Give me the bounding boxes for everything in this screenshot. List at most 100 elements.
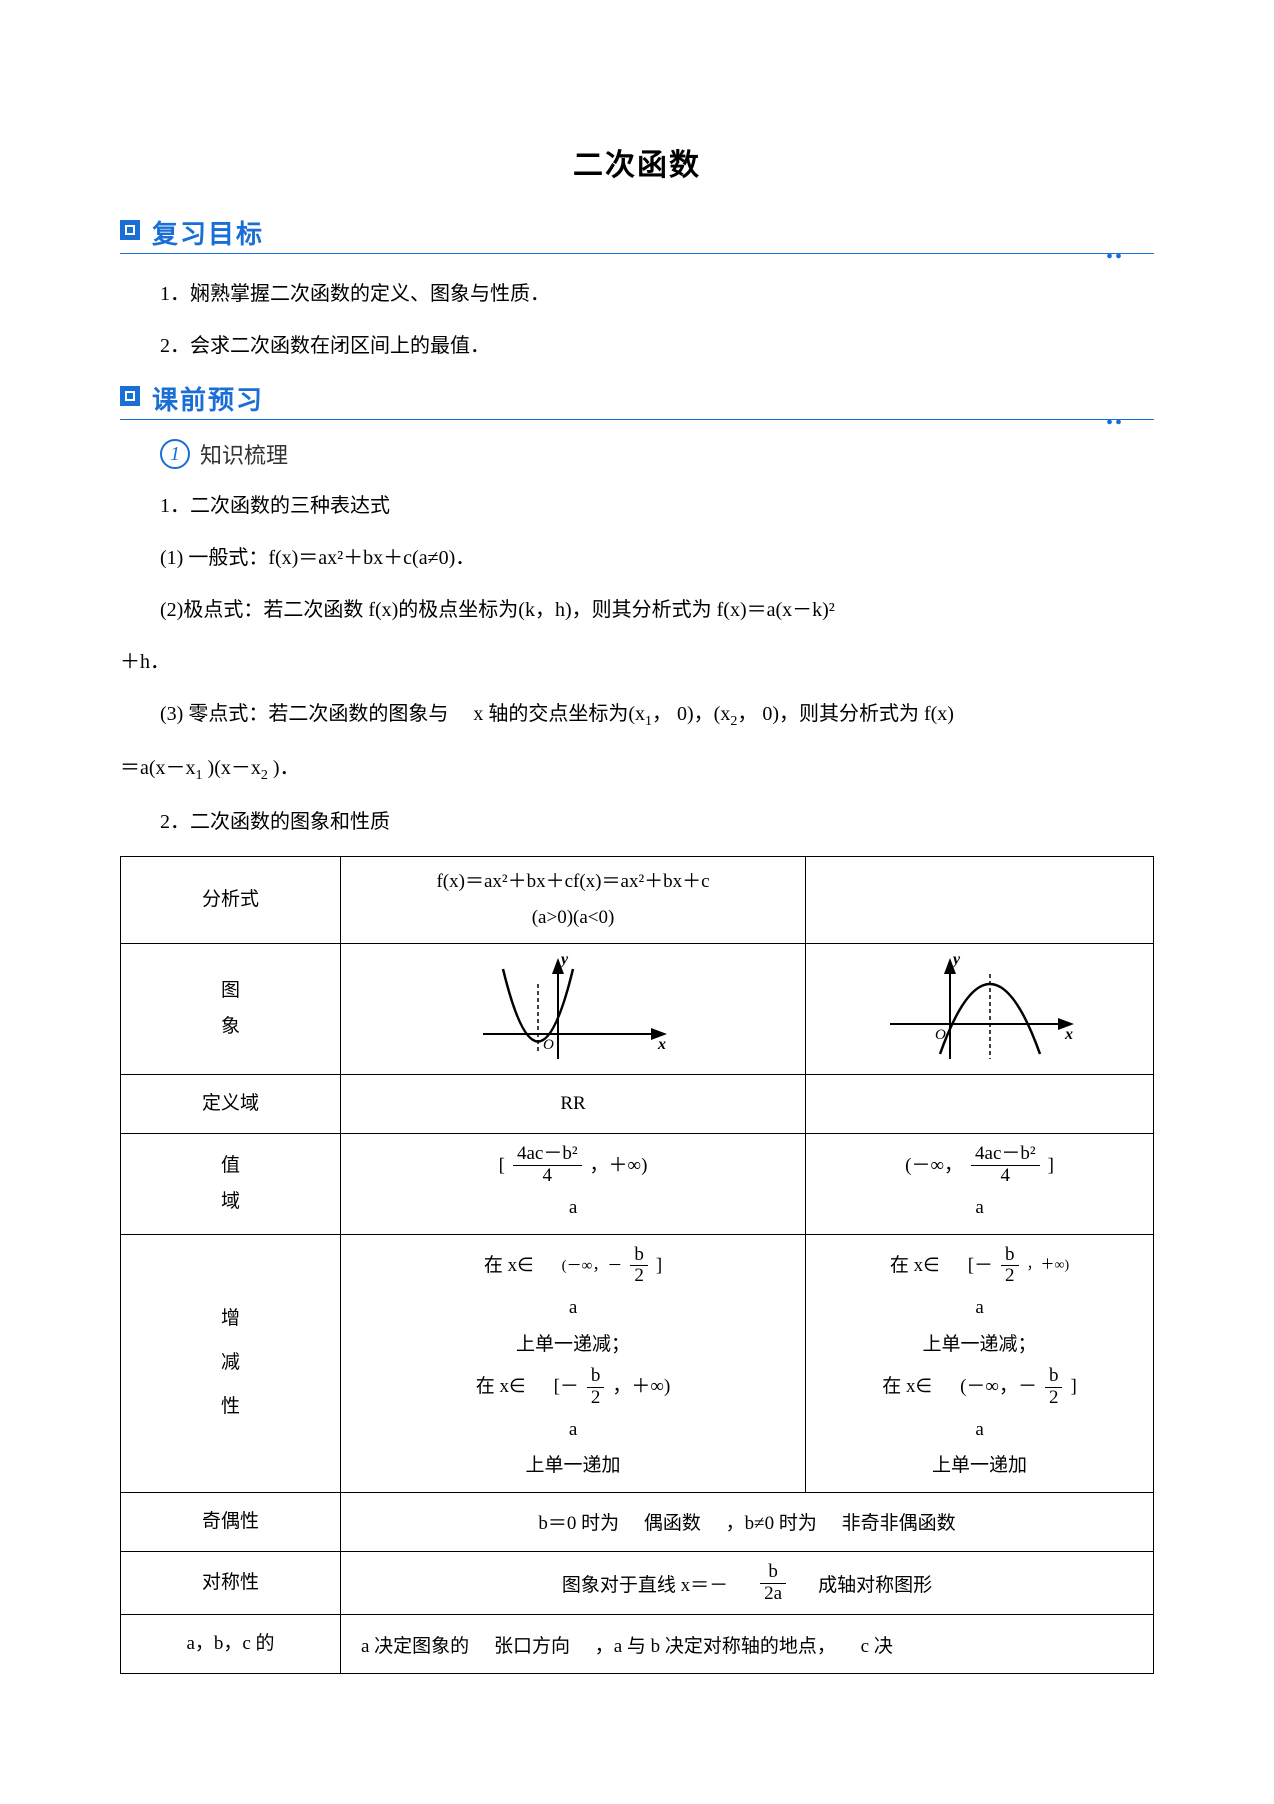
t: a 决定图象的 bbox=[361, 1636, 469, 1657]
t: b bbox=[630, 1245, 648, 1267]
form-general: (1) 一般式：f(x)＝ax²＋bx＋c(a≠0)． bbox=[160, 536, 1154, 580]
t: 图象对于直线 x＝－ bbox=[562, 1570, 728, 1597]
t: c 决 bbox=[861, 1636, 893, 1657]
t: )． bbox=[273, 757, 300, 779]
t: 减 bbox=[221, 1348, 240, 1378]
svg-text:x: x bbox=[657, 1036, 666, 1053]
t: ] bbox=[1070, 1372, 1076, 1402]
page: 二次函数 复习目标 •• 1．娴熟掌握二次函数的定义、图象与性质． 2．会求二次… bbox=[0, 0, 1274, 1734]
parabola-up-icon: y x O bbox=[473, 954, 673, 1064]
t: 性 bbox=[221, 1392, 240, 1422]
cell-symmetry: 图象对于直线 x＝－ b2a 成轴对称图形 bbox=[341, 1551, 1154, 1615]
t: (－∞，－ bbox=[562, 1254, 623, 1278]
row-label: 分析式 bbox=[121, 856, 341, 944]
t: ] bbox=[1048, 1151, 1054, 1181]
t: 张口方向 bbox=[494, 1636, 570, 1657]
row-label: a，b，c 的 bbox=[121, 1615, 341, 1674]
svg-text:y: y bbox=[951, 954, 961, 968]
row-label: 定义域 bbox=[121, 1075, 341, 1134]
t: ，＋∞) bbox=[1027, 1255, 1070, 1277]
t: ＝a(x－x bbox=[120, 757, 196, 779]
t: 4 bbox=[513, 1166, 582, 1187]
goal-1: 1．娴熟掌握二次函数的定义、图象与性质． bbox=[160, 272, 1154, 316]
t: 2 bbox=[630, 1266, 648, 1287]
subheading-knowledge: 1 知识梳理 bbox=[160, 438, 1154, 470]
row-label: 图 象 bbox=[121, 944, 341, 1075]
t: 上单一递减； bbox=[516, 1330, 630, 1360]
t: x 轴的交点坐标为(x bbox=[473, 703, 645, 725]
t: a bbox=[569, 1293, 577, 1323]
t: ，b≠0 时为 bbox=[726, 1513, 817, 1534]
t: (－∞， bbox=[905, 1151, 963, 1181]
t: 象 bbox=[221, 1012, 240, 1042]
table-row: 对称性 图象对于直线 x＝－ b2a 成轴对称图形 bbox=[121, 1551, 1154, 1615]
header-square-icon bbox=[120, 220, 140, 240]
t: 在 x∈ bbox=[476, 1372, 526, 1402]
t: b bbox=[1045, 1366, 1063, 1388]
t: b bbox=[587, 1366, 605, 1388]
section-header-preview: 课前预习 •• bbox=[120, 380, 1154, 420]
t: 2 bbox=[1045, 1388, 1063, 1409]
t: f(x)＝ax²＋bx＋cf(x)＝ax²＋bx＋c bbox=[436, 867, 709, 897]
properties-table: 分析式 f(x)＝ax²＋bx＋cf(x)＝ax²＋bx＋c (a>0)(a<0… bbox=[120, 856, 1154, 1675]
section-label: 复习目标 bbox=[152, 214, 264, 251]
t: a bbox=[975, 1415, 983, 1445]
header-square-icon bbox=[120, 386, 140, 406]
cell-graph-down: y x O bbox=[806, 944, 1154, 1075]
t: [ bbox=[499, 1151, 505, 1181]
t: [－ bbox=[968, 1251, 993, 1281]
table-row: 值 域 [ 4ac－b²4 ，＋∞) a (－∞， bbox=[121, 1134, 1154, 1234]
t: 4 bbox=[971, 1166, 1040, 1187]
cell-domain-down bbox=[806, 1075, 1154, 1134]
t: (a>0)(a<0) bbox=[532, 903, 615, 933]
form-vertex-a: (2)极点式：若二次函数 f(x)的极点坐标为(k，h)，则其分析式为 f(x)… bbox=[160, 588, 1154, 632]
cell-abc: a 决定图象的 张口方向 ，a 与 b 决定对称轴的地点， c 决 bbox=[341, 1615, 1154, 1674]
parabola-down-icon: y x O bbox=[880, 954, 1080, 1064]
table-row: 定义域 RR bbox=[121, 1075, 1154, 1134]
cell-range-down: (－∞， 4ac－b²4 ] a bbox=[806, 1134, 1154, 1234]
table-row: 图 象 y x O bbox=[121, 944, 1154, 1075]
cell-expr-down bbox=[806, 856, 1154, 944]
t: (－∞，－ bbox=[960, 1372, 1037, 1402]
t: 上单一递加 bbox=[932, 1451, 1027, 1481]
t: 在 x∈ bbox=[484, 1251, 534, 1281]
t: ，＋∞) bbox=[590, 1151, 648, 1181]
subheading-label: 知识梳理 bbox=[200, 438, 288, 470]
row-label: 对称性 bbox=[121, 1551, 341, 1615]
t: ，a 与 b 决定对称轴的地点， bbox=[595, 1636, 836, 1657]
section-header-goals: 复习目标 •• bbox=[120, 214, 1154, 254]
t: 在 x∈ bbox=[882, 1372, 932, 1402]
cell-graph-up: y x O bbox=[341, 944, 806, 1075]
t: 域 bbox=[221, 1187, 240, 1217]
t: b＝0 时为 bbox=[538, 1513, 619, 1534]
cell-mono-down: 在 x∈ [－ b2 ，＋∞) a 上单一递减； 在 x∈ (－∞，－ b2 ]… bbox=[806, 1234, 1154, 1492]
forms-heading: 1．二次函数的三种表达式 bbox=[160, 484, 1154, 528]
t: a bbox=[975, 1193, 983, 1223]
table-heading: 2．二次函数的图象和性质 bbox=[160, 800, 1154, 844]
row-label: 值 域 bbox=[121, 1134, 341, 1234]
section-label: 课前预习 bbox=[152, 380, 264, 417]
t: 上单一递减； bbox=[923, 1330, 1037, 1360]
table-row: 奇偶性 b＝0 时为 偶函数 ，b≠0 时为 非奇非偶函数 bbox=[121, 1492, 1154, 1551]
circle-number-icon: 1 bbox=[160, 439, 190, 469]
t: 2a bbox=[760, 1584, 786, 1605]
t: 值 bbox=[221, 1151, 240, 1181]
row-label: 奇偶性 bbox=[121, 1492, 341, 1551]
t: RR bbox=[560, 1093, 585, 1114]
t: a bbox=[569, 1415, 577, 1445]
cell-domain-up: RR bbox=[341, 1075, 806, 1134]
cell-mono-up: 在 x∈ (－∞，－ b2 ] a 上单一递减； 在 x∈ [－ b2 ，＋∞)… bbox=[341, 1234, 806, 1492]
t: 在 x∈ bbox=[890, 1251, 940, 1281]
t: 图 bbox=[221, 976, 240, 1006]
form-vertex-b: ＋h． bbox=[120, 640, 1154, 684]
t: ] bbox=[656, 1251, 662, 1281]
form-zero-line2: ＝a(x－x1 )(x－x2 )． bbox=[120, 746, 1154, 792]
goal-2: 2．会求二次函数在闭区间上的最值． bbox=[160, 324, 1154, 368]
row-label: 增 减 性 bbox=[121, 1234, 341, 1492]
t: [－ bbox=[554, 1372, 579, 1402]
t: 2 bbox=[1001, 1266, 1019, 1287]
t: b bbox=[760, 1562, 786, 1584]
t: 成轴对称图形 bbox=[818, 1570, 932, 1597]
t: 非奇非偶函数 bbox=[842, 1513, 956, 1534]
t: )(x－x bbox=[208, 757, 261, 779]
